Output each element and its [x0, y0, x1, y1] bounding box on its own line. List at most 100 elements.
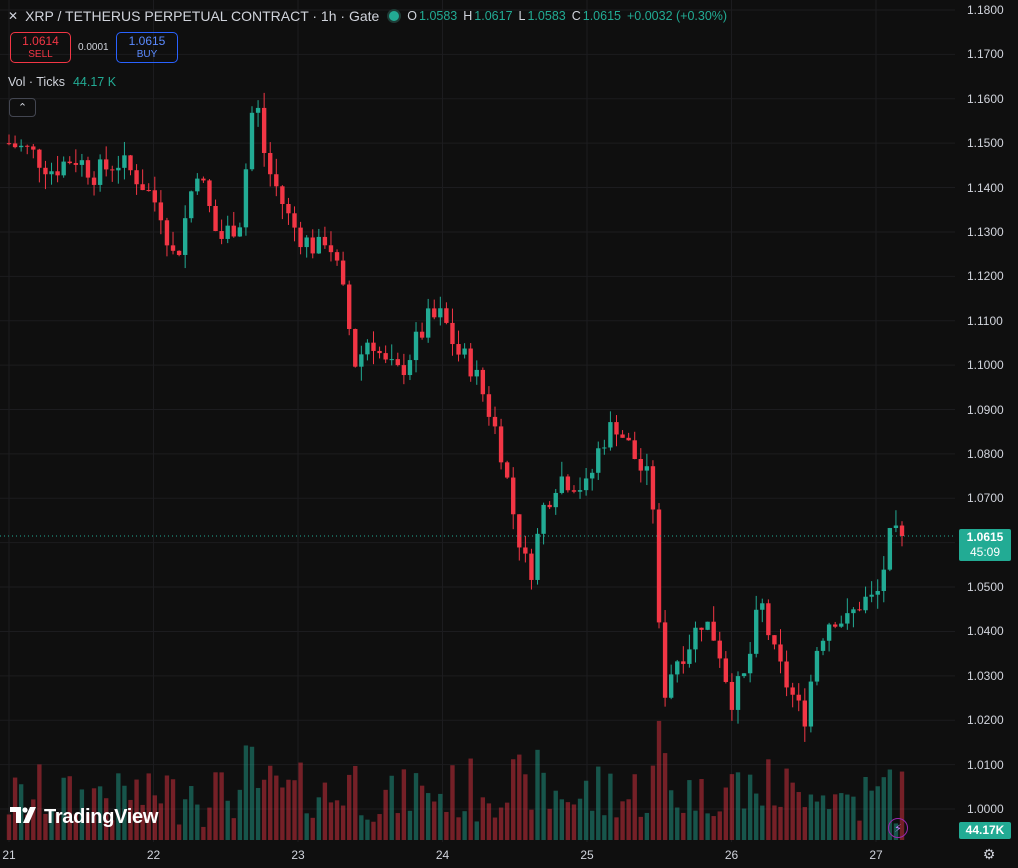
- x-tick-label: 22: [146, 848, 161, 862]
- volume-bar: [662, 753, 668, 840]
- volume-bar: [49, 810, 54, 840]
- collapse-legend-button[interactable]: ⌃: [9, 98, 36, 117]
- candle-body: [201, 178, 206, 181]
- candle-body: [608, 422, 613, 448]
- volume-bar: [280, 787, 285, 840]
- volume-bar: [790, 782, 795, 840]
- volume-bar: [31, 799, 36, 840]
- candle-body: [255, 107, 261, 113]
- candle-body: [596, 448, 601, 473]
- candle-body: [480, 369, 486, 395]
- volume-legend[interactable]: Vol · Ticks 44.17 K: [8, 75, 116, 89]
- x-tick-label: 27: [869, 848, 883, 862]
- volume-bar: [796, 792, 801, 840]
- volume-bar: [268, 765, 273, 840]
- volume-bar: [286, 779, 291, 840]
- close-icon[interactable]: ✕: [8, 9, 19, 23]
- volume-bar: [474, 821, 479, 840]
- y-tick-label: 1.0100: [967, 757, 1004, 772]
- candle-body: [219, 231, 224, 239]
- y-tick-label: 1.1300: [967, 224, 1004, 239]
- volume-bar: [55, 812, 60, 840]
- candle-body: [474, 369, 479, 377]
- volume-bar: [170, 779, 176, 840]
- volume-bar: [371, 821, 376, 840]
- volume-bar: [468, 758, 473, 840]
- time-axis[interactable]: 21 22 23 24 25 26 27: [0, 842, 955, 868]
- volume-bar: [73, 813, 79, 840]
- volume-bar: [322, 782, 328, 840]
- volume-bar: [656, 720, 662, 840]
- x-tick-label: 23: [291, 848, 305, 862]
- candle-body: [407, 360, 413, 376]
- volume-bar: [590, 810, 595, 840]
- candle-body: [104, 159, 109, 170]
- symbol-title[interactable]: XRP / TETHERUS PERPETUAL CONTRACT · 1h ·…: [25, 8, 380, 24]
- candle-body: [747, 653, 753, 674]
- candle-body: [644, 466, 650, 471]
- candle-body: [37, 149, 42, 168]
- x-tick-label: 24: [435, 848, 450, 862]
- tradingview-logo[interactable]: TradingView: [10, 806, 158, 829]
- candle-body: [61, 161, 66, 176]
- volume-bar: [887, 769, 893, 840]
- candle-body: [189, 191, 194, 219]
- candle-body: [401, 365, 407, 376]
- candle-body: [772, 635, 777, 645]
- price-chart-canvas[interactable]: [0, 0, 955, 842]
- volume-legend-label: Vol · Ticks: [8, 75, 65, 89]
- sell-label: SELL: [28, 49, 53, 60]
- candle-body: [559, 476, 565, 493]
- volume-bar: [189, 786, 194, 840]
- candle-body: [790, 687, 795, 695]
- volume-bar: [432, 801, 437, 840]
- candle-body: [814, 650, 820, 682]
- candle-body: [140, 184, 145, 191]
- candle-body: [553, 492, 558, 508]
- volume-bar: [401, 769, 407, 840]
- volume-bar: [784, 768, 789, 840]
- candle-body: [462, 348, 467, 355]
- sell-button[interactable]: 1.0614 SELL: [10, 32, 71, 63]
- candle-body: [243, 169, 249, 228]
- candle-body: [6, 143, 12, 145]
- volume-bar: [425, 793, 431, 840]
- lightning-icon[interactable]: ⚡: [888, 818, 908, 838]
- candle-body: [444, 308, 449, 323]
- candle-body: [195, 178, 200, 192]
- candle-body: [298, 227, 303, 248]
- volume-bar: [675, 807, 680, 840]
- candle-body: [577, 490, 583, 492]
- candle-body: [231, 225, 236, 237]
- volume-bar: [705, 813, 710, 840]
- sell-price: 1.0614: [22, 34, 59, 48]
- volume-bar: [353, 765, 358, 840]
- candle-body: [754, 609, 759, 654]
- gear-icon[interactable]: ⚙: [982, 845, 996, 862]
- candle-body: [766, 603, 771, 636]
- candle-body: [486, 394, 492, 417]
- volume-bar: [134, 779, 139, 840]
- candle-body: [620, 434, 625, 438]
- price-axis[interactable]: 1.1800 1.1700 1.1600 1.1500 1.1400 1.1300 1.12…: [955, 0, 1018, 842]
- candle-body: [134, 170, 139, 185]
- candle-body: [334, 252, 340, 261]
- volume-bar: [504, 802, 510, 840]
- volume-bar: [814, 801, 820, 840]
- volume-bar: [699, 779, 704, 840]
- volume-bar: [541, 772, 546, 840]
- buy-button[interactable]: 1.0615 BUY: [116, 32, 178, 63]
- volume-bar: [583, 780, 589, 840]
- volume-bar: [310, 817, 315, 840]
- candle-body: [535, 533, 540, 580]
- candle-body: [73, 163, 79, 165]
- volume-bar: [820, 795, 826, 840]
- x-tick-label: 25: [580, 848, 594, 862]
- candle-body: [146, 190, 151, 192]
- volume-bar: [213, 772, 218, 840]
- volume-bar: [735, 772, 741, 840]
- candle-body: [389, 359, 394, 361]
- volume-bar: [826, 809, 832, 840]
- ohlc-close-value: 1.0615: [582, 9, 621, 23]
- candle-body: [182, 218, 188, 255]
